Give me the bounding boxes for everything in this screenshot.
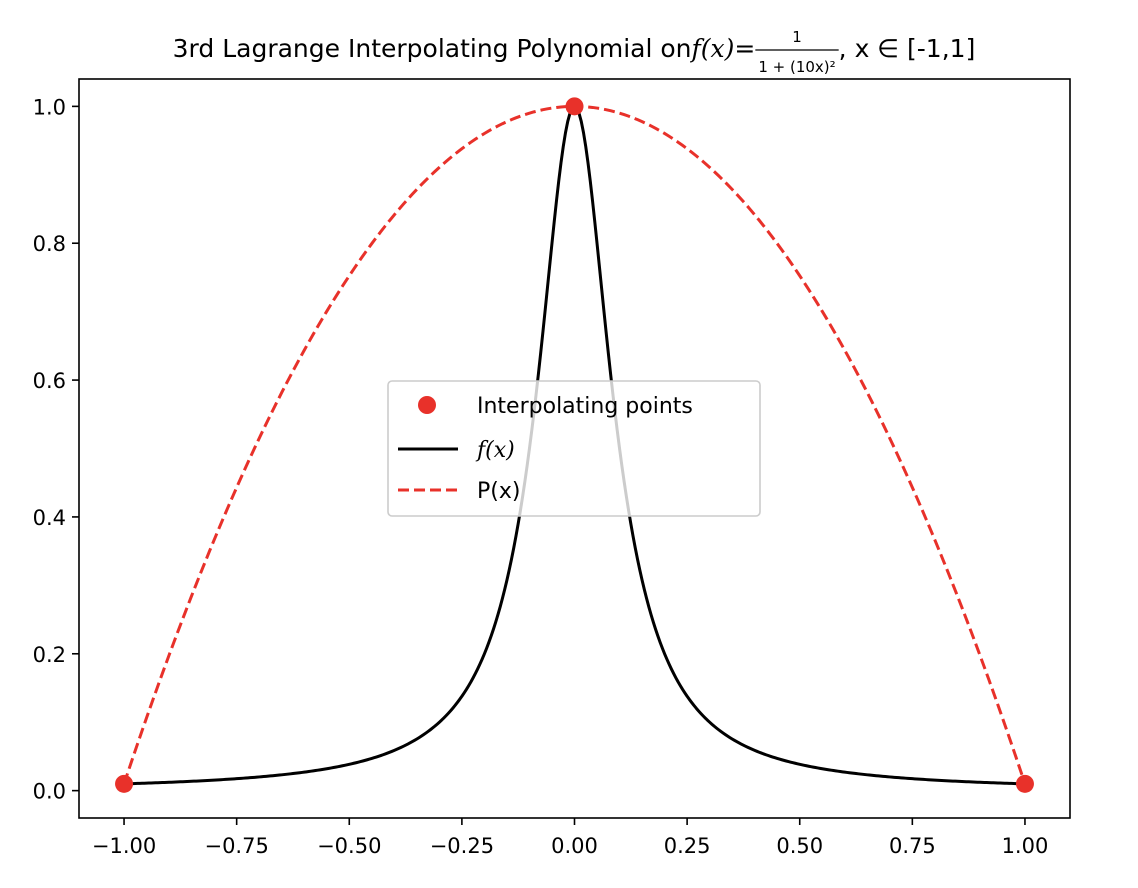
chart-title-prefix: 3rd Lagrange Interpolating Polynomial on <box>173 34 692 63</box>
x-tick-label: 0.25 <box>664 834 711 858</box>
y-axis: 0.0 0.2 0.4 0.6 0.8 1.0 <box>33 95 79 804</box>
x-tick-label: 0.50 <box>776 834 823 858</box>
chart-title-function: f(x) <box>690 34 735 63</box>
x-axis: −1.00 −0.75 −0.50 −0.25 0.00 0.25 0.50 0.75 1.00 <box>92 818 1048 858</box>
x-tick-label: 1.00 <box>1002 834 1049 858</box>
chart-title-numerator: 1 <box>792 28 802 46</box>
y-tick-label: 0.6 <box>33 369 66 393</box>
legend-label-p: P(x) <box>477 479 520 504</box>
y-tick-label: 0.0 <box>33 780 66 804</box>
chart-title-suffix: , x ∈ [-1,1] <box>839 34 976 63</box>
legend: Interpolating points f(x) P(x) <box>387 380 761 517</box>
x-tick-label: 0.75 <box>889 834 936 858</box>
legend-marker-interpolating-points <box>418 396 436 414</box>
marker-layer <box>115 97 1034 793</box>
x-tick-label: −0.75 <box>204 834 268 858</box>
legend-label-f: f(x) <box>475 438 515 463</box>
interpolating-point <box>115 774 134 793</box>
x-tick-label: −0.50 <box>317 834 381 858</box>
x-tick-label: −0.25 <box>430 834 494 858</box>
y-tick-label: 0.4 <box>33 506 66 530</box>
x-tick-label: 0.00 <box>551 834 598 858</box>
y-tick-label: 0.8 <box>33 232 66 256</box>
x-tick-label: −1.00 <box>92 834 156 858</box>
interpolating-point <box>1015 774 1034 793</box>
chart-title: 3rd Lagrange Interpolating Polynomial on… <box>173 28 976 76</box>
y-tick-label: 0.2 <box>33 643 66 667</box>
interpolating-point <box>565 97 584 116</box>
legend-box <box>387 380 761 517</box>
chart-title-denominator: 1 + (10x)² <box>758 58 835 76</box>
chart-title-equals: = <box>734 34 755 63</box>
y-tick-label: 1.0 <box>33 95 66 119</box>
legend-label-interpolating-points: Interpolating points <box>477 394 693 419</box>
